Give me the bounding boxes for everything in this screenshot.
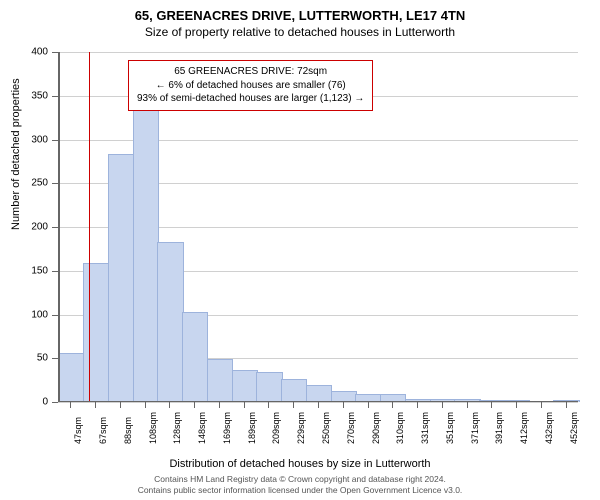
x-tick-label: 310sqm [395,412,405,444]
x-tick-label: 371sqm [470,412,480,444]
y-tick-label: 0 [8,397,48,408]
y-tick-label: 200 [8,222,48,233]
y-tick-label: 50 [8,353,48,364]
page-subtitle: Size of property relative to detached ho… [0,23,600,39]
y-tick-label: 400 [8,47,48,58]
chart-container: 65, GREENACRES DRIVE, LUTTERWORTH, LE17 … [0,0,600,500]
x-tick [442,402,443,408]
x-tick [219,402,220,408]
histogram-bar [58,353,84,402]
annotation-box: 65 GREENACRES DRIVE: 72sqm← 6% of detach… [128,60,373,111]
footer-line-2: Contains public sector information licen… [0,485,600,496]
y-tick-label: 250 [8,178,48,189]
x-tick-label: 270sqm [346,412,356,444]
x-tick [268,402,269,408]
x-tick [516,402,517,408]
histogram-bar [281,379,307,402]
x-tick-label: 189sqm [247,412,257,444]
x-tick [541,402,542,408]
histogram-bar [157,242,183,402]
marker-line [89,52,91,402]
y-tick-label: 150 [8,265,48,276]
x-tick-label: 67sqm [98,417,108,444]
x-tick-label: 331sqm [420,412,430,444]
annotation-line: 93% of semi-detached houses are larger (… [137,92,364,106]
y-tick-label: 300 [8,134,48,145]
x-tick-label: 250sqm [321,412,331,444]
footer-line-1: Contains HM Land Registry data © Crown c… [0,474,600,485]
x-tick [368,402,369,408]
y-tick-label: 100 [8,309,48,320]
histogram-bar [256,372,282,402]
histogram-bar [83,263,109,402]
x-tick-label: 391sqm [494,412,504,444]
x-tick [566,402,567,408]
x-tick [318,402,319,408]
x-tick-label: 351sqm [445,412,455,444]
x-tick [95,402,96,408]
x-tick-label: 229sqm [296,412,306,444]
x-tick [169,402,170,408]
x-tick-label: 128sqm [172,412,182,444]
y-axis-line [58,52,60,402]
x-tick [392,402,393,408]
page-title: 65, GREENACRES DRIVE, LUTTERWORTH, LE17 … [0,0,600,23]
x-tick [70,402,71,408]
annotation-line: ← 6% of detached houses are smaller (76) [137,79,364,93]
x-axis-line [58,401,578,403]
x-tick [244,402,245,408]
x-tick [194,402,195,408]
x-tick [145,402,146,408]
histogram-bar [232,370,258,402]
x-tick-label: 88sqm [123,417,133,444]
gridline [58,52,578,53]
x-tick-label: 108sqm [148,412,158,444]
annotation-line: 65 GREENACRES DRIVE: 72sqm [137,65,364,79]
plot-area: 05010015020025030035040047sqm67sqm88sqm1… [58,52,578,402]
x-tick-label: 452sqm [569,412,579,444]
x-tick [293,402,294,408]
histogram-bar [207,359,233,402]
x-tick-label: 209sqm [271,412,281,444]
y-tick [52,402,58,403]
y-tick-label: 350 [8,90,48,101]
histogram-bar [108,154,134,402]
x-tick [120,402,121,408]
x-tick-label: 432sqm [544,412,554,444]
x-tick-label: 47sqm [73,417,83,444]
x-tick [343,402,344,408]
x-tick-label: 412sqm [519,412,529,444]
x-tick [467,402,468,408]
x-axis-title: Distribution of detached houses by size … [0,458,600,470]
histogram-bar [306,385,332,402]
x-tick [491,402,492,408]
histogram-bar [133,108,159,402]
x-tick-label: 290sqm [371,412,381,444]
footer: Contains HM Land Registry data © Crown c… [0,474,600,496]
histogram-bar [182,312,208,402]
x-tick [417,402,418,408]
x-tick-label: 169sqm [222,412,232,444]
x-tick-label: 148sqm [197,412,207,444]
